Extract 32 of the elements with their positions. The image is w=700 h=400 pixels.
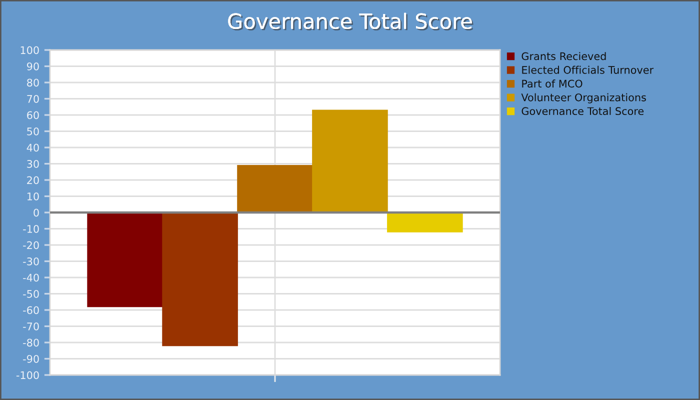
bar	[162, 212, 238, 346]
y-tick-label: -100	[16, 371, 39, 380]
y-tick-label: 0	[34, 208, 39, 217]
y-tick-label: -30	[23, 257, 39, 266]
bar	[312, 110, 388, 213]
y-tick-label: -20	[23, 241, 39, 250]
bar	[87, 212, 163, 308]
legend-label: Grants Recieved	[522, 52, 606, 60]
chart-title: Governance Total Score	[228, 12, 474, 30]
y-tick-label: 90	[26, 62, 39, 70]
y-tick-label: 10	[27, 192, 39, 200]
bar	[387, 212, 463, 232]
legend-label: Governance Total Score	[522, 106, 644, 116]
y-tick-label: 100	[20, 46, 39, 54]
legend-label: Part of MCO	[522, 80, 582, 88]
y-tick-label: -40	[23, 274, 39, 282]
bar	[237, 164, 313, 213]
y-tick-label: -80	[23, 338, 39, 347]
y-tick-label: -60	[23, 306, 39, 314]
y-tick-label: 50	[27, 127, 39, 136]
legend-label: Volunteer Organizations	[521, 93, 646, 104]
y-tick-label: -10	[23, 224, 39, 233]
y-tick-label: -50	[23, 290, 39, 298]
legend-label: Elected Officials Turnover	[522, 66, 654, 74]
y-tick-label: -90	[23, 354, 39, 363]
y-tick-label: 80	[27, 78, 39, 87]
y-tick-label: 30	[27, 160, 39, 168]
y-tick-label: 20	[27, 176, 39, 184]
y-tick-label: 40	[26, 144, 39, 152]
y-tick-label: -70	[23, 322, 39, 330]
y-tick-label: 70	[27, 94, 39, 103]
y-tick-label: 60	[27, 111, 39, 120]
